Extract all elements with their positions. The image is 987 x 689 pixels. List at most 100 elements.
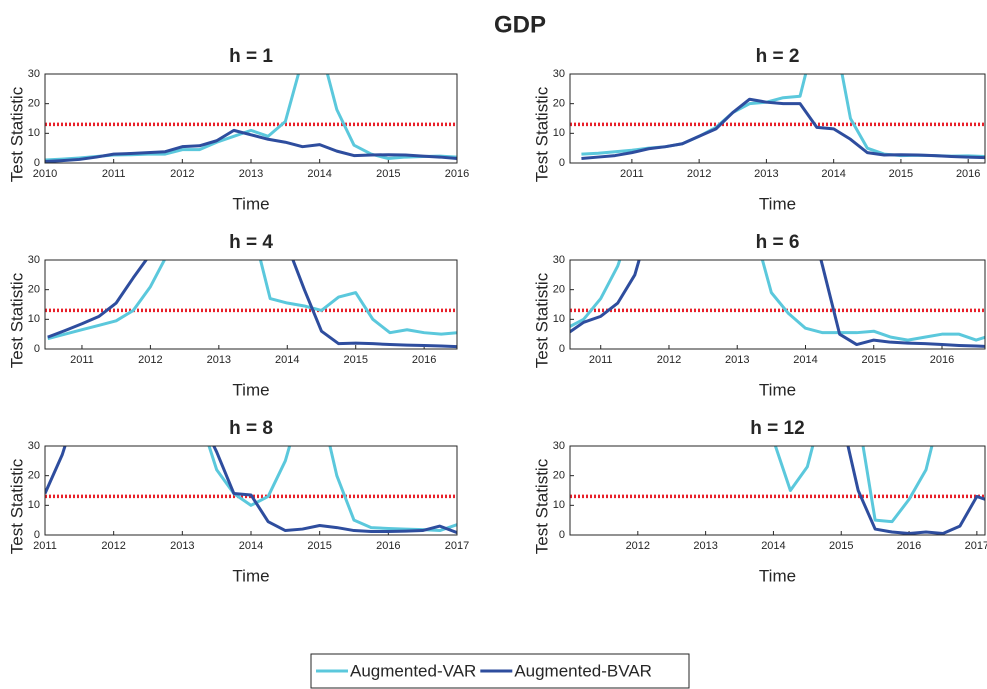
y-tick-label: 10 bbox=[28, 499, 40, 511]
x-tick-label: 2012 bbox=[101, 540, 125, 552]
x-tick-label: 2014 bbox=[761, 540, 785, 552]
y-tick-label: 20 bbox=[28, 98, 40, 110]
y-tick-label: 10 bbox=[28, 127, 40, 139]
x-tick-label: 2015 bbox=[861, 354, 885, 366]
x-tick-label: 2015 bbox=[889, 168, 913, 180]
x-tick-label: 2013 bbox=[754, 168, 778, 180]
x-tick-label: 2014 bbox=[821, 168, 845, 180]
y-tick-label: 0 bbox=[34, 157, 40, 169]
x-tick-label: 2015 bbox=[829, 540, 853, 552]
series-line bbox=[207, 446, 457, 533]
x-tick-label: 2016 bbox=[445, 168, 469, 180]
y-axis-label: Test Statistic bbox=[532, 272, 551, 368]
axes-frame bbox=[44, 259, 458, 350]
y-tick-label: 10 bbox=[28, 313, 40, 325]
x-axis-label: Time bbox=[232, 194, 269, 213]
subplot-title: h = 12 bbox=[750, 418, 804, 439]
x-tick-label: 2011 bbox=[589, 354, 613, 366]
x-tick-label: 2016 bbox=[897, 540, 921, 552]
y-tick-label: 30 bbox=[553, 254, 565, 266]
series-line bbox=[570, 260, 985, 348]
y-tick-label: 10 bbox=[553, 127, 565, 139]
x-tick-label: 2012 bbox=[687, 168, 711, 180]
x-tick-label: 2011 bbox=[70, 354, 94, 366]
subplot-title: h = 1 bbox=[229, 46, 273, 67]
x-tick-label: 2013 bbox=[239, 168, 263, 180]
subplot-title: h = 2 bbox=[756, 46, 800, 67]
y-tick-label: 30 bbox=[28, 440, 40, 452]
x-tick-label: 2015 bbox=[343, 354, 367, 366]
x-tick-label: 2010 bbox=[33, 168, 57, 180]
x-tick-label: 2016 bbox=[376, 540, 400, 552]
axes-frame bbox=[569, 445, 986, 536]
y-tick-label: 30 bbox=[553, 440, 565, 452]
x-tick-label: 2011 bbox=[102, 168, 126, 180]
y-tick-label: 10 bbox=[553, 313, 565, 325]
y-axis-label: Test Statistic bbox=[7, 272, 26, 368]
subplot-title: h = 6 bbox=[756, 232, 800, 253]
x-tick-label: 2013 bbox=[170, 540, 194, 552]
subplot-title: h = 4 bbox=[229, 232, 273, 253]
series-line bbox=[846, 446, 985, 535]
y-tick-label: 20 bbox=[28, 470, 40, 482]
y-tick-label: 30 bbox=[553, 68, 565, 80]
x-axis-label: Time bbox=[759, 566, 796, 585]
plot-area bbox=[45, 74, 457, 163]
figure-title: GDP bbox=[494, 11, 546, 38]
legend-label: Augmented-VAR bbox=[350, 661, 476, 680]
x-tick-label: 2017 bbox=[445, 540, 469, 552]
y-tick-label: 0 bbox=[559, 343, 565, 355]
x-tick-label: 2013 bbox=[725, 354, 749, 366]
x-tick-label: 2012 bbox=[138, 354, 162, 366]
y-tick-label: 20 bbox=[28, 284, 40, 296]
x-tick-label: 2012 bbox=[657, 354, 681, 366]
x-axis-label: Time bbox=[759, 380, 796, 399]
series-line bbox=[47, 260, 457, 341]
axes-bg bbox=[45, 260, 457, 349]
axes-frame bbox=[44, 73, 458, 164]
plot-area bbox=[570, 74, 985, 161]
x-axis-label: Time bbox=[232, 566, 269, 585]
x-tick-label: 2014 bbox=[793, 354, 817, 366]
subplot-title: h = 8 bbox=[229, 418, 273, 439]
axes-bg bbox=[570, 260, 985, 349]
y-axis-label: Test Statistic bbox=[7, 86, 26, 182]
plot-area bbox=[45, 260, 457, 349]
x-axis-label: Time bbox=[232, 380, 269, 399]
x-tick-label: 2014 bbox=[307, 168, 331, 180]
plot-area bbox=[570, 260, 985, 348]
y-tick-label: 0 bbox=[34, 529, 40, 541]
axes-frame bbox=[44, 445, 458, 536]
x-axis-label: Time bbox=[759, 194, 796, 213]
x-tick-label: 2015 bbox=[307, 540, 331, 552]
series-line bbox=[773, 446, 934, 524]
x-tick-label: 2014 bbox=[239, 540, 263, 552]
x-tick-label: 2011 bbox=[620, 168, 644, 180]
y-tick-label: 20 bbox=[553, 470, 565, 482]
y-axis-label: Test Statistic bbox=[532, 458, 551, 554]
series-line bbox=[570, 260, 985, 342]
y-axis-label: Test Statistic bbox=[532, 86, 551, 182]
x-tick-label: 2016 bbox=[956, 168, 980, 180]
x-tick-label: 2017 bbox=[965, 540, 987, 552]
x-tick-label: 2013 bbox=[207, 354, 231, 366]
series-line bbox=[45, 128, 457, 163]
x-tick-label: 2015 bbox=[376, 168, 400, 180]
x-tick-label: 2016 bbox=[412, 354, 436, 366]
x-tick-label: 2011 bbox=[33, 540, 57, 552]
y-axis-label: Test Statistic bbox=[7, 458, 26, 554]
series-line bbox=[45, 446, 457, 535]
series-line bbox=[581, 97, 985, 161]
x-tick-label: 2013 bbox=[693, 540, 717, 552]
x-tick-label: 2012 bbox=[170, 168, 194, 180]
y-tick-label: 30 bbox=[28, 68, 40, 80]
y-tick-label: 0 bbox=[559, 529, 565, 541]
axes-frame bbox=[569, 259, 986, 350]
y-tick-label: 20 bbox=[553, 284, 565, 296]
axes-frame bbox=[569, 73, 986, 164]
plot-area bbox=[45, 446, 457, 535]
legend-label: Augmented-BVAR bbox=[514, 661, 652, 680]
y-tick-label: 20 bbox=[553, 98, 565, 110]
axes-bg bbox=[45, 74, 457, 163]
